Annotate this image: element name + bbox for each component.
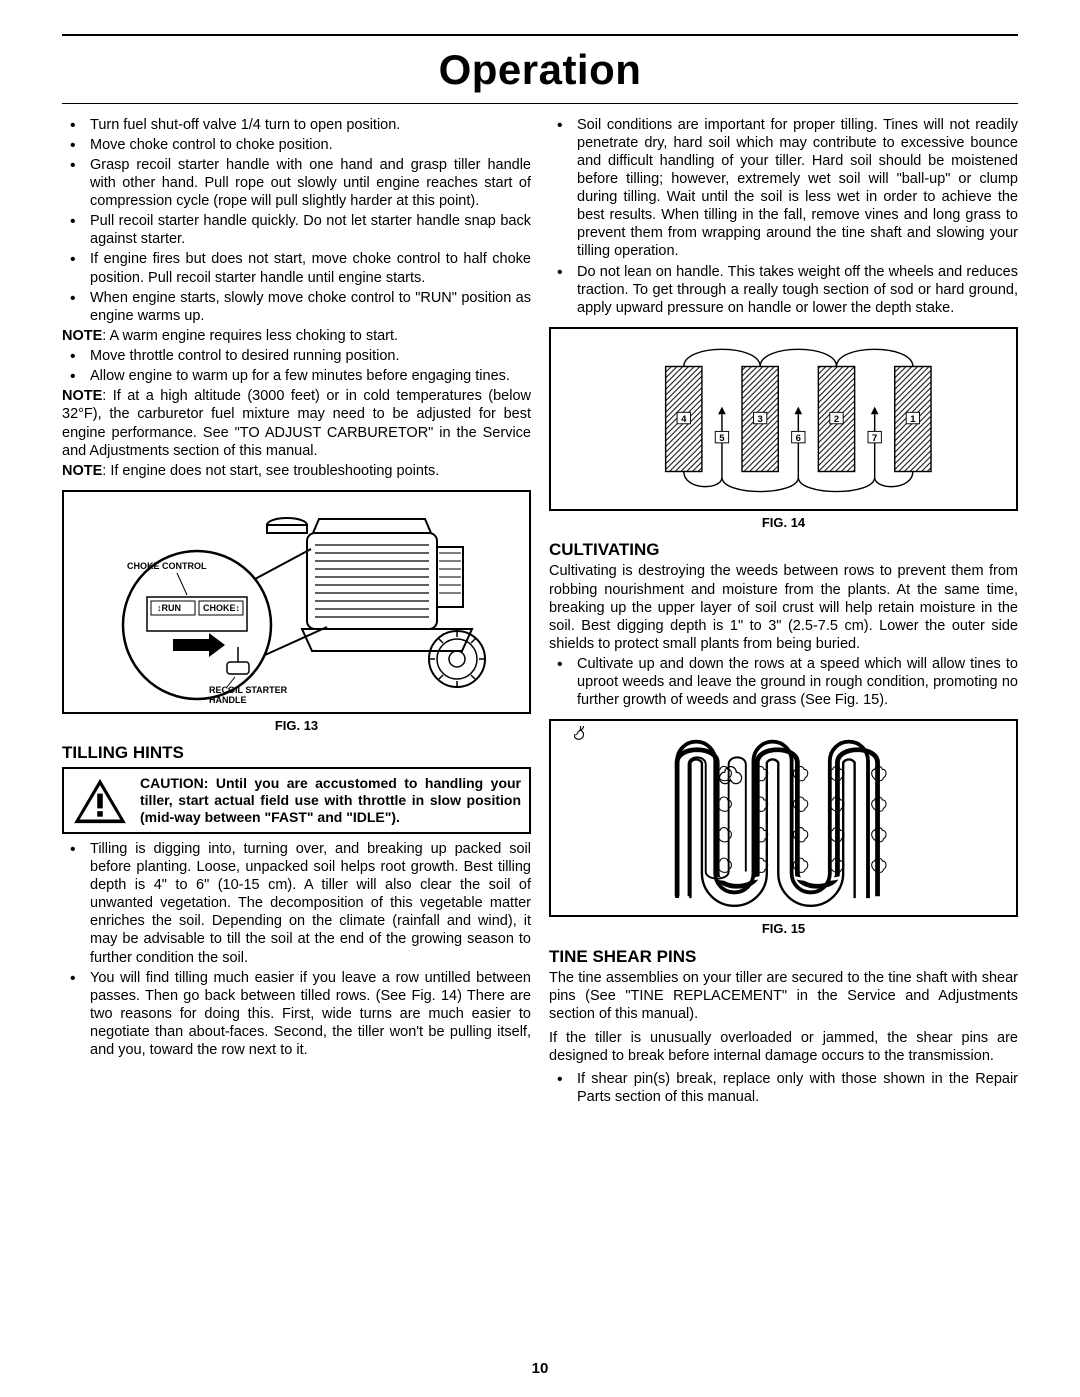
page-title: Operation [62, 42, 1018, 103]
list-item: Tilling is digging into, turning over, a… [62, 840, 531, 967]
title-underline [62, 103, 1018, 104]
figure-15-box [549, 719, 1018, 917]
svg-text:7: 7 [872, 433, 877, 444]
note-2: NOTE: If at a high altitude (3000 feet) … [62, 387, 531, 460]
tine-para-1: The tine assemblies on your tiller are s… [549, 969, 1018, 1023]
figure-14-box: 4 3 2 1 5 6 7 [549, 327, 1018, 511]
tine-bullets: If shear pin(s) break, replace only with… [549, 1070, 1018, 1106]
cultivating-heading: CULTIVATING [549, 539, 1018, 560]
engine-diagram-icon: ↕RUN CHOKE↕ CHOKE CONTROL RECOIL STARTER… [77, 497, 517, 707]
list-item: Do not lean on handle. This takes weight… [549, 263, 1018, 317]
caution-box: CAUTION: Until you are accustomed to han… [62, 767, 531, 833]
starting-bullets-2: Move throttle control to desired running… [62, 347, 531, 385]
note-text: : If at a high altitude (3000 feet) or i… [62, 388, 531, 458]
note-label: NOTE [62, 328, 102, 344]
list-item: Move throttle control to desired running… [62, 347, 531, 365]
tilling-pattern-diagram-icon: 4 3 2 1 5 6 7 [574, 334, 994, 504]
left-column: Turn fuel shut-off valve 1/4 turn to ope… [62, 116, 531, 1108]
recoil-label-1: RECOIL STARTER [209, 685, 288, 695]
note-3: NOTE: If engine does not start, see trou… [62, 462, 531, 480]
svg-text:6: 6 [795, 433, 800, 444]
note-1: NOTE: A warm engine requires less chokin… [62, 327, 531, 345]
warning-triangle-icon [72, 777, 128, 825]
list-item: Turn fuel shut-off valve 1/4 turn to ope… [62, 116, 531, 134]
tilling-hints-heading: TILLING HINTS [62, 742, 531, 763]
choke-control-label: CHOKE CONTROL [127, 561, 207, 571]
svg-text:↕RUN: ↕RUN [157, 603, 181, 613]
figure-13-box: ↕RUN CHOKE↕ CHOKE CONTROL RECOIL STARTER… [62, 490, 531, 714]
svg-text:4: 4 [681, 414, 687, 425]
note-text: : If engine does not start, see troubles… [102, 463, 439, 479]
tine-shear-heading: TINE SHEAR PINS [549, 946, 1018, 967]
note-text: : A warm engine requires less choking to… [102, 328, 398, 344]
recoil-label-2: HANDLE [209, 695, 247, 705]
content-columns: Turn fuel shut-off valve 1/4 turn to ope… [62, 116, 1018, 1108]
svg-text:2: 2 [833, 414, 838, 425]
list-item: When engine starts, slowly move choke co… [62, 289, 531, 325]
cultivating-bullets: Cultivate up and down the rows at a spee… [549, 655, 1018, 709]
tilling-bullets: Tilling is digging into, turning over, a… [62, 840, 531, 1060]
fig-13-caption: FIG. 13 [62, 718, 531, 734]
list-item: Grasp recoil starter handle with one han… [62, 156, 531, 210]
starting-bullets-1: Turn fuel shut-off valve 1/4 turn to ope… [62, 116, 531, 325]
page-number: 10 [0, 1360, 1080, 1379]
caution-text: CAUTION: Until you are accustomed to han… [140, 775, 521, 825]
right-column: Soil conditions are important for proper… [549, 116, 1018, 1108]
note-label: NOTE [62, 388, 102, 404]
tine-para-2: If the tiller is unusually overloaded or… [549, 1029, 1018, 1065]
list-item: Pull recoil starter handle quickly. Do n… [62, 212, 531, 248]
svg-text:1: 1 [910, 414, 916, 425]
svg-text:3: 3 [757, 414, 762, 425]
svg-text:CHOKE↕: CHOKE↕ [203, 603, 240, 613]
list-item: If engine fires but does not start, move… [62, 250, 531, 286]
soil-bullets: Soil conditions are important for proper… [549, 116, 1018, 317]
note-label: NOTE [62, 463, 102, 479]
list-item: You will find tilling much easier if you… [62, 969, 531, 1060]
list-item: Allow engine to warm up for a few minute… [62, 367, 531, 385]
list-item: If shear pin(s) break, replace only with… [549, 1070, 1018, 1106]
cultivating-para: Cultivating is destroying the weeds betw… [549, 562, 1018, 653]
list-item: Soil conditions are important for proper… [549, 116, 1018, 261]
fig-15-caption: FIG. 15 [549, 921, 1018, 937]
cultivating-pattern-diagram-icon [574, 726, 994, 910]
list-item: Move choke control to choke position. [62, 136, 531, 154]
svg-text:5: 5 [719, 433, 725, 444]
top-rule [62, 34, 1018, 36]
fig-14-caption: FIG. 14 [549, 515, 1018, 531]
list-item: Cultivate up and down the rows at a spee… [549, 655, 1018, 709]
